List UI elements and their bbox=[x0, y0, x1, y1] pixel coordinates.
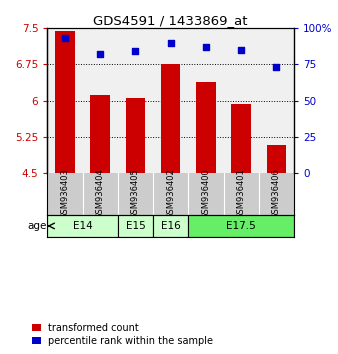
Point bbox=[168, 40, 173, 46]
Bar bbox=[153, 215, 188, 237]
Point bbox=[239, 47, 244, 53]
Bar bbox=[232, 104, 251, 173]
Point bbox=[274, 64, 279, 70]
Bar bbox=[47, 215, 118, 237]
Bar bbox=[118, 215, 153, 237]
Bar bbox=[55, 31, 75, 173]
Point bbox=[62, 36, 68, 41]
Text: GSM936401: GSM936401 bbox=[237, 169, 246, 219]
Bar bbox=[267, 145, 286, 173]
Point bbox=[203, 44, 209, 50]
Text: age: age bbox=[27, 221, 47, 231]
Text: GSM936403: GSM936403 bbox=[61, 169, 69, 219]
Bar bbox=[126, 98, 145, 173]
Legend: transformed count, percentile rank within the sample: transformed count, percentile rank withi… bbox=[32, 323, 213, 346]
Bar bbox=[188, 215, 294, 237]
Title: GDS4591 / 1433869_at: GDS4591 / 1433869_at bbox=[93, 14, 248, 27]
Bar bbox=[91, 95, 110, 173]
Text: E14: E14 bbox=[73, 221, 93, 231]
Point bbox=[97, 52, 103, 57]
Text: GSM936404: GSM936404 bbox=[96, 169, 105, 219]
Text: GSM936402: GSM936402 bbox=[166, 169, 175, 219]
Bar bbox=[161, 64, 180, 173]
Text: E17.5: E17.5 bbox=[226, 221, 256, 231]
Text: GSM936405: GSM936405 bbox=[131, 169, 140, 219]
Text: E15: E15 bbox=[125, 221, 145, 231]
Text: E16: E16 bbox=[161, 221, 180, 231]
Text: GSM936400: GSM936400 bbox=[201, 169, 211, 219]
Bar bbox=[196, 82, 216, 173]
Text: GSM936406: GSM936406 bbox=[272, 169, 281, 219]
Point bbox=[133, 48, 138, 54]
